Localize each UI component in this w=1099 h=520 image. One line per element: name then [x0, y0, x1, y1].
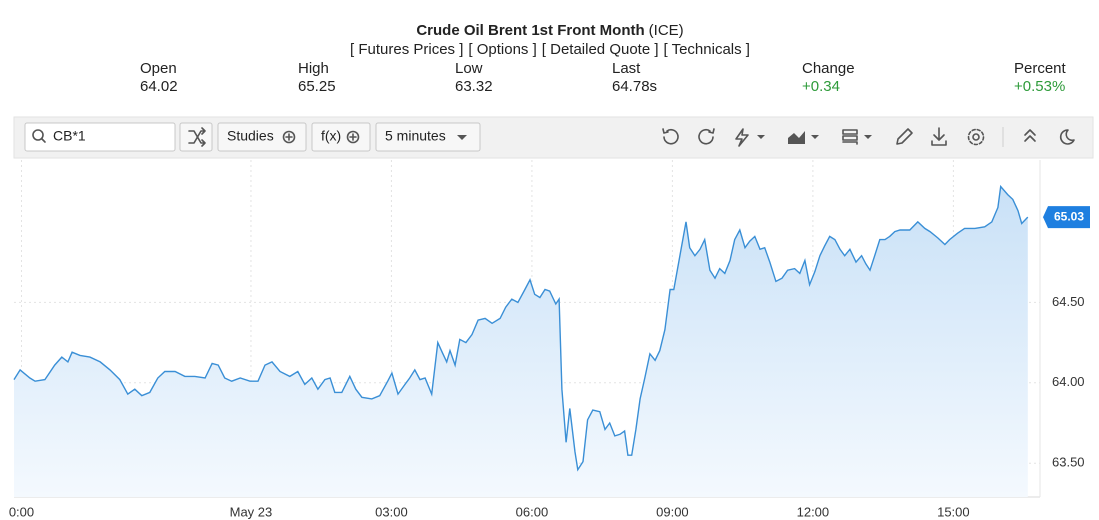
- quote-label: Percent: [1014, 60, 1067, 77]
- download-icon[interactable]: [931, 127, 947, 146]
- plus-icon: [346, 130, 360, 144]
- title-exchange: (ICE): [649, 22, 684, 39]
- draw-icon[interactable]: [896, 128, 913, 145]
- quote-label: Change: [802, 60, 855, 77]
- last-value-badge: [1043, 206, 1090, 229]
- x-tick-label: May 23: [230, 504, 273, 519]
- header-link[interactable]: [ Futures Prices ]: [350, 41, 463, 58]
- quote-label: Open: [140, 60, 177, 77]
- x-tick-label: 09:00: [656, 504, 689, 519]
- shuffle-icon: [188, 127, 206, 147]
- header-link[interactable]: [ Detailed Quote ]: [542, 41, 659, 58]
- quote-value: +0.34: [802, 78, 840, 95]
- quote-label: Low: [455, 60, 483, 77]
- dropdown-arrow: [864, 135, 872, 139]
- search-box[interactable]: [24, 122, 176, 152]
- button-label: f(x): [321, 128, 341, 144]
- quote-value: 64.78s: [612, 78, 657, 95]
- toolbar-button[interactable]: [375, 122, 481, 152]
- button-label: 5 minutes: [385, 128, 446, 144]
- y-tick-label: 64.50: [1052, 294, 1085, 309]
- dropdown-arrow: [811, 135, 819, 139]
- toolbar-button[interactable]: [217, 122, 307, 152]
- x-tick-label: 03:00: [375, 504, 408, 519]
- toolbar-buttons: Studies f(x) 5 minutes: [217, 122, 481, 152]
- plus-icon-cross: [285, 133, 293, 141]
- dropdown-arrow: [457, 135, 467, 140]
- search-icon-handle: [41, 138, 46, 143]
- quote-value: 65.25: [298, 78, 336, 95]
- redo-icon[interactable]: [698, 128, 715, 145]
- chart-type-icon[interactable]: [788, 131, 805, 144]
- quote-label: Last: [612, 60, 641, 77]
- x-tick-label: 12:00: [797, 504, 830, 519]
- collapse-icon[interactable]: [1024, 129, 1036, 142]
- button-label: Studies: [227, 128, 274, 144]
- plus-icon-cross: [349, 133, 357, 141]
- settings-icon[interactable]: [972, 133, 980, 141]
- lightning-icon[interactable]: [735, 128, 749, 147]
- chart: 63.50 64.00 64.50 0:00 May 23 03:00 06:00 09:00…: [9, 160, 1090, 519]
- layout-icon[interactable]: [842, 129, 858, 145]
- title-name: Crude Oil Brent 1st Front Month: [416, 22, 644, 39]
- undo-icon[interactable]: [662, 128, 679, 145]
- header-link[interactable]: [ Technicals ]: [664, 41, 750, 58]
- x-tick-label: 06:00: [516, 504, 549, 519]
- x-tick-label: 15:00: [937, 504, 970, 519]
- dark-mode-icon[interactable]: [1059, 129, 1075, 145]
- last-value-label: 65.03: [1054, 209, 1084, 223]
- price-line: [13, 184, 1029, 472]
- area-fill: [14, 186, 1028, 497]
- links: [ Futures Prices ] [ Options ] [ Detailed …: [350, 41, 750, 58]
- y-tick-label: 63.50: [1052, 455, 1085, 470]
- dropdown-arrow: [757, 135, 765, 139]
- header-link[interactable]: [ Options ]: [468, 41, 536, 58]
- compare-button[interactable]: [179, 122, 213, 152]
- quote-value: 63.32: [455, 78, 493, 95]
- y-tick-label: 64.00: [1052, 374, 1085, 389]
- search-icon: [32, 129, 44, 141]
- quote-value: 64.02: [140, 78, 178, 95]
- title: Crude Oil Brent 1st Front Month (ICE): [416, 22, 683, 39]
- symbol: CB*1: [53, 128, 86, 144]
- toolbar: [13, 116, 1094, 159]
- x-tick-label: 0:00: [9, 504, 34, 519]
- toolbar-icons: [662, 127, 1075, 147]
- plus-icon: [282, 130, 296, 144]
- quote-value: +0.53%: [1014, 78, 1065, 95]
- toolbar-button[interactable]: [311, 122, 371, 152]
- quote-label: High: [298, 60, 329, 77]
- settings-gear: [967, 128, 985, 146]
